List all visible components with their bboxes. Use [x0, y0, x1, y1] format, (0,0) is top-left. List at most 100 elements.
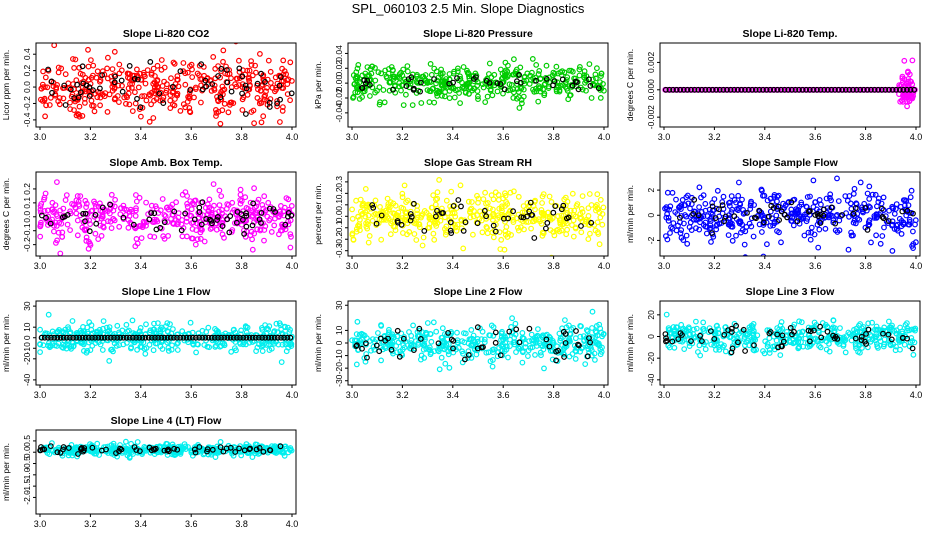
data-point: [822, 225, 829, 232]
data-point: [577, 333, 584, 340]
data-point: [874, 203, 880, 210]
data-point: [807, 338, 813, 345]
data-point: [848, 232, 855, 239]
data-point: [255, 196, 262, 203]
data-point: [187, 87, 194, 93]
data-point: [691, 86, 698, 93]
data-point: [431, 65, 438, 72]
x-tick-label: 3.2: [84, 261, 97, 271]
data-point: [904, 103, 910, 110]
data-point: [424, 87, 431, 93]
data-point: [543, 75, 550, 82]
data-point: [785, 86, 792, 93]
data-point: [45, 66, 51, 73]
data-point: [122, 100, 129, 107]
data-point: [731, 86, 738, 93]
data-point: [372, 89, 379, 96]
data-point: [807, 236, 814, 243]
data-point: [213, 113, 219, 119]
data-point: [736, 220, 743, 227]
data-point: [702, 200, 709, 207]
data-point: [465, 198, 472, 205]
data-point: [482, 189, 489, 196]
data-point: [815, 244, 822, 251]
data-point: [79, 334, 86, 341]
data-point: [907, 194, 914, 201]
data-point: [719, 199, 726, 205]
data-point: [252, 69, 259, 76]
data-point: [104, 54, 111, 61]
data-point: [810, 86, 817, 93]
data-point: [42, 190, 49, 197]
data-point: [194, 236, 201, 243]
data-point: [286, 446, 293, 453]
data-point: [78, 329, 85, 335]
data-point: [583, 327, 590, 334]
data-point: [252, 334, 259, 341]
data-point: [37, 349, 43, 356]
data-point: [258, 119, 265, 126]
data-point: [411, 347, 417, 354]
data-point: [214, 217, 221, 223]
data-point: [161, 78, 168, 85]
data-point: [764, 197, 771, 204]
data-point: [64, 221, 71, 228]
data-point: [76, 334, 83, 341]
data-point: [60, 334, 67, 341]
data-point: [581, 68, 588, 75]
data-point: [164, 320, 171, 327]
data-point: [503, 224, 510, 230]
data-point: [108, 225, 115, 232]
data-point: [357, 196, 364, 203]
data-point: [515, 88, 522, 95]
data-point: [383, 73, 390, 80]
data-point: [381, 99, 388, 106]
data-point: [210, 181, 217, 188]
data-point: [424, 320, 431, 326]
data-point: [215, 334, 221, 341]
data-point: [131, 89, 138, 96]
data-point: [248, 58, 255, 64]
data-point: [600, 204, 607, 211]
data-point: [536, 340, 543, 347]
chart-title: Slope Amb. Box Temp.: [109, 157, 222, 169]
data-point: [545, 209, 551, 216]
data-point: [474, 220, 481, 227]
data-point: [79, 112, 86, 119]
data-point: [509, 315, 515, 322]
data-point: [910, 351, 917, 358]
data-point: [416, 327, 423, 334]
data-point: [227, 334, 234, 341]
data-point: [62, 213, 68, 220]
data-point: [910, 241, 917, 247]
y-tick-label: 0.0: [22, 446, 32, 458]
chart-title: Slope Li-820 Temp.: [743, 28, 838, 40]
data-point: [573, 79, 580, 85]
data-point: [242, 233, 249, 240]
data-point: [134, 439, 141, 445]
data-point: [445, 330, 452, 336]
data-point: [575, 341, 581, 348]
data-point: [240, 334, 247, 341]
data-point: [42, 74, 49, 81]
data-point: [382, 67, 389, 74]
data-point: [400, 335, 407, 342]
data-point: [111, 79, 118, 86]
data-point: [588, 219, 595, 226]
data-point: [787, 325, 794, 331]
data-point: [911, 86, 918, 93]
data-point: [248, 62, 255, 68]
data-point: [430, 230, 437, 237]
data-point: [112, 73, 118, 80]
data-point: [748, 223, 755, 230]
data-point: [278, 326, 285, 332]
data-point: [191, 201, 198, 208]
data-point: [86, 93, 93, 99]
data-point: [67, 329, 74, 336]
data-point: [770, 86, 777, 93]
data-point: [403, 199, 410, 206]
data-point: [47, 220, 54, 227]
data-point: [799, 86, 806, 93]
chart-panel-3: Slope Li-820 Temp.degrees C per min.3.0 3…: [625, 28, 922, 142]
